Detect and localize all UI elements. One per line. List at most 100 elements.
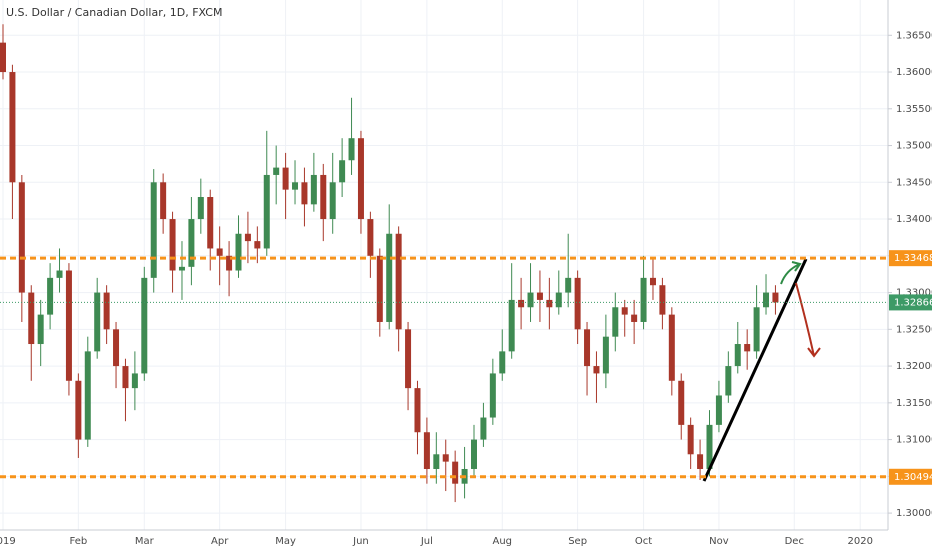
candle-body — [442, 454, 449, 462]
x-tick-label: Sep — [568, 536, 587, 547]
candle-body — [28, 292, 35, 345]
candle-body — [452, 461, 459, 484]
candle-body — [715, 395, 722, 425]
candle-body — [555, 292, 562, 308]
candle-body — [706, 424, 713, 469]
candle-body — [659, 285, 666, 315]
candle-body — [9, 72, 16, 183]
level-label-box — [889, 468, 932, 485]
y-tick-label: 1.36000 — [896, 67, 932, 78]
level-label: 1.33468 — [894, 253, 932, 264]
candle-body — [47, 277, 54, 315]
candle-body — [37, 314, 44, 345]
candle-body — [141, 277, 148, 374]
candle-body — [423, 432, 430, 469]
candle-body — [75, 380, 82, 440]
x-tick-label: Jul — [420, 536, 433, 547]
y-tick-label: 1.30000 — [896, 508, 932, 519]
candle-body — [584, 329, 591, 367]
candle-body — [405, 329, 412, 389]
candle-body — [697, 454, 704, 469]
y-tick-label: 1.32000 — [896, 361, 932, 372]
candle-body — [772, 292, 779, 303]
candle-body — [18, 182, 25, 293]
candle-body — [395, 233, 402, 330]
x-tick-label: Aug — [492, 536, 512, 547]
candle-body — [301, 182, 308, 205]
y-tick-label: 1.36500 — [896, 30, 932, 41]
candle-body — [310, 174, 317, 205]
x-tick-label: Jun — [352, 536, 369, 547]
last-price-box — [889, 294, 932, 311]
candle-body — [197, 197, 204, 220]
candle-body — [602, 336, 609, 374]
y-tick-label: 1.35500 — [896, 104, 932, 115]
x-tick-label: 2019 — [0, 536, 16, 547]
candle-body — [188, 219, 195, 267]
candle-body — [471, 439, 477, 469]
candle-body — [565, 277, 572, 293]
candle-body — [84, 351, 91, 440]
candle-body — [508, 299, 515, 352]
candle-body — [216, 248, 223, 256]
x-tick-label: Mar — [135, 536, 155, 547]
candle-body — [668, 314, 675, 381]
candle-body — [103, 292, 110, 330]
candle-body — [527, 292, 534, 308]
candle-body — [386, 233, 393, 322]
candle-body — [376, 255, 383, 322]
candle-body — [56, 270, 63, 278]
candle-body — [367, 219, 374, 256]
candle-body — [546, 299, 553, 308]
y-tick-label: 1.34000 — [896, 214, 932, 225]
y-tick-label: 1.33000 — [896, 288, 932, 299]
candle-body — [292, 182, 299, 190]
candle-body — [244, 233, 251, 242]
candle-body — [357, 138, 364, 220]
trend-line — [702, 258, 808, 482]
down-arrow — [795, 282, 821, 358]
candle-body — [678, 380, 685, 425]
x-tick-label: Nov — [709, 536, 729, 547]
candle-body — [263, 174, 270, 249]
up-arrow — [780, 261, 802, 285]
candle-body — [0, 42, 6, 73]
x-tick-label: May — [275, 536, 296, 547]
candle-body — [414, 388, 421, 433]
last-price-label: 1.32866 — [894, 297, 932, 308]
candle-body — [235, 233, 242, 271]
candle-body — [489, 373, 496, 418]
candle-body — [593, 366, 600, 374]
candle-body — [621, 307, 628, 315]
candle-body — [178, 266, 185, 271]
candle-body — [160, 182, 167, 220]
x-tick-label: Dec — [785, 536, 804, 547]
y-tick-label: 1.31500 — [896, 398, 932, 409]
candle-body — [169, 219, 176, 271]
candle-body — [254, 241, 261, 249]
candle-body — [725, 366, 732, 396]
x-tick-label: Feb — [70, 536, 88, 547]
x-tick-label: Oct — [635, 536, 652, 547]
candle-body — [150, 182, 157, 278]
candle-body — [131, 373, 138, 389]
x-tick-label: 2020 — [847, 536, 872, 547]
y-tick-label: 1.35000 — [896, 141, 932, 152]
candle-body — [320, 174, 327, 220]
candle-body — [273, 167, 280, 175]
candle-body — [631, 314, 638, 322]
candle-body — [65, 270, 72, 381]
x-tick-label: Apr — [211, 536, 229, 547]
candle-body — [753, 307, 760, 352]
candle-body — [763, 292, 770, 308]
candle-body — [574, 277, 581, 330]
candle-body — [649, 277, 656, 286]
candle-body — [518, 299, 525, 308]
candle-body — [687, 424, 694, 455]
candle-body — [94, 292, 101, 352]
candle-body — [640, 277, 647, 322]
candle-body — [113, 329, 120, 367]
candle-body — [348, 138, 355, 161]
